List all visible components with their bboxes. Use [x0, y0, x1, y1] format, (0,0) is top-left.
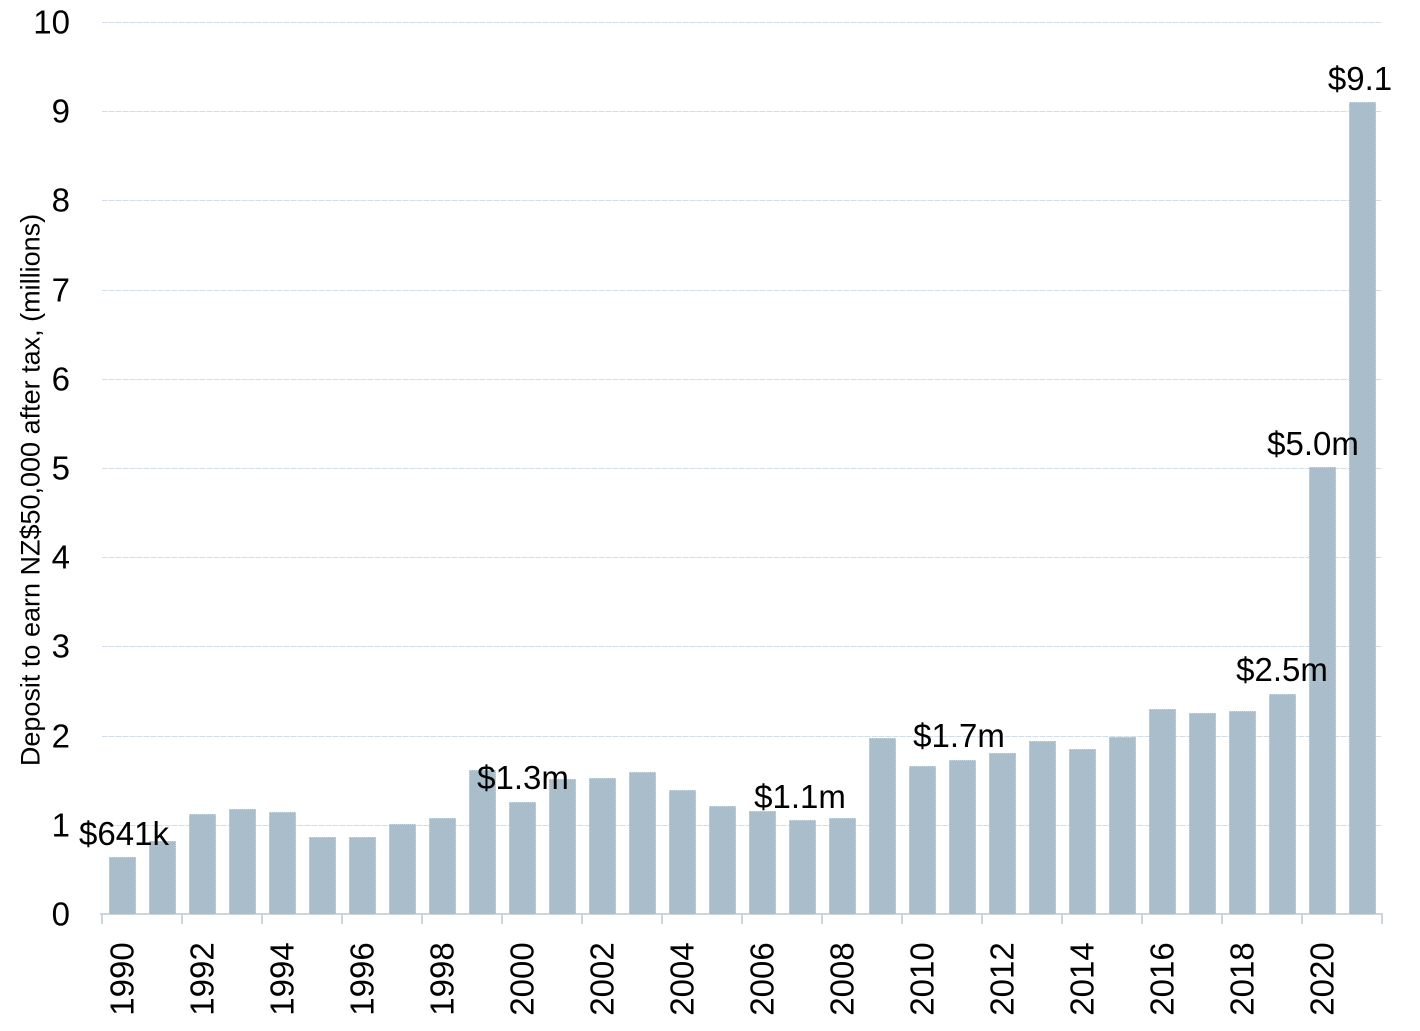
- bar-1993: [228, 808, 256, 914]
- x-axis-tick: [1221, 914, 1223, 924]
- x-axis-tick: [1061, 914, 1063, 924]
- gridline-7: [102, 289, 1382, 291]
- gridline-10: [102, 22, 1382, 23]
- data-label-2020: $5.0m: [1267, 424, 1359, 462]
- gridline-4: [102, 557, 1382, 559]
- x-axis-tick: [501, 914, 503, 924]
- plot-area: $641k $1.3m $1.1m $1.7m $2.5m $5.0m $9.1: [79, 22, 1392, 924]
- bar-2020: [1308, 467, 1336, 914]
- x-tick-label-2002: 2002: [583, 942, 621, 1016]
- gridline-1: [102, 824, 1382, 826]
- data-label-1990: $641k: [79, 814, 169, 852]
- y-tick-label-10: 10: [33, 3, 70, 41]
- x-axis-tick: [581, 914, 583, 924]
- x-axis-tick: [661, 914, 663, 924]
- bar-2007: [788, 820, 816, 914]
- bar-2008: [828, 817, 856, 914]
- y-tick-label-8: 8: [51, 181, 70, 219]
- x-axis-tick: [901, 914, 903, 924]
- x-tick-label-2008: 2008: [823, 942, 861, 1016]
- y-tick-label-9: 9: [51, 92, 70, 130]
- x-tick-label-2018: 2018: [1223, 942, 1261, 1016]
- x-axis-tick: [101, 914, 103, 924]
- bar-1992: [188, 814, 216, 914]
- x-axis-tick: [741, 914, 743, 924]
- gridline-3: [102, 646, 1382, 648]
- x-tick-label-2016: 2016: [1143, 942, 1181, 1016]
- data-label-2019: $2.5m: [1236, 651, 1328, 689]
- bar-2015: [1108, 737, 1136, 914]
- x-tick-label-2006: 2006: [743, 942, 781, 1016]
- bar-2005: [708, 806, 736, 914]
- x-tick-label-1996: 1996: [343, 942, 381, 1016]
- bar-2004: [668, 790, 696, 914]
- x-axis-tick: [1381, 914, 1383, 924]
- bar-2002: [588, 778, 616, 914]
- bar-2012: [988, 752, 1016, 914]
- bar-2001: [548, 779, 576, 914]
- x-axis-tick: [261, 914, 263, 924]
- x-tick-label-2000: 2000: [503, 942, 541, 1016]
- x-axis-tick: [181, 914, 183, 924]
- bar-2021: [1348, 102, 1376, 914]
- x-tick-label-1998: 1998: [423, 942, 461, 1016]
- x-tick-label-1992: 1992: [183, 942, 221, 1016]
- bar-2010: [908, 765, 936, 914]
- bar-1995: [308, 837, 336, 914]
- gridline-8: [102, 200, 1382, 202]
- x-axis-tick: [341, 914, 343, 924]
- bar-1996: [348, 837, 376, 914]
- bar-1997: [388, 823, 416, 914]
- bar-1998: [428, 817, 456, 914]
- x-axis-tick: [821, 914, 823, 924]
- y-tick-label-5: 5: [51, 449, 70, 487]
- bar-2000: [508, 801, 536, 914]
- bar-2017: [1188, 713, 1216, 914]
- bar-1994: [268, 812, 296, 914]
- x-tick-label-1990: 1990: [103, 942, 141, 1016]
- y-tick-label-6: 6: [51, 360, 70, 398]
- bar-2019: [1268, 693, 1296, 914]
- x-axis-tick: [1301, 914, 1303, 924]
- x-axis-tick: [421, 914, 423, 924]
- bar-2009: [868, 738, 896, 914]
- bar-1999: [468, 770, 496, 914]
- bar-1991: [148, 840, 176, 914]
- gridline-6: [102, 378, 1382, 380]
- gridline-5: [102, 468, 1382, 469]
- bar-2018: [1228, 710, 1256, 914]
- bar-2014: [1068, 748, 1096, 914]
- y-tick-label-7: 7: [51, 271, 70, 309]
- bar-2006: [748, 810, 776, 914]
- x-tick-label-2010: 2010: [903, 942, 941, 1016]
- y-tick-label-3: 3: [51, 627, 70, 665]
- data-label-2007: $1.1m: [754, 778, 846, 816]
- bar-1990: [108, 856, 136, 914]
- data-label-2011: $1.7m: [913, 717, 1005, 755]
- x-axis-tick: [981, 914, 983, 924]
- x-tick-label-1994: 1994: [263, 942, 301, 1016]
- gridline-2: [102, 735, 1382, 737]
- bar-2016: [1148, 708, 1176, 914]
- y-tick-label-2: 2: [51, 717, 70, 755]
- x-axis-tick: [1141, 914, 1143, 924]
- y-tick-label-0: 0: [51, 895, 70, 933]
- y-tick-label-4: 4: [51, 538, 70, 576]
- bar-2011: [948, 759, 976, 914]
- x-tick-label-2014: 2014: [1063, 942, 1101, 1016]
- x-tick-label-2020: 2020: [1303, 942, 1341, 1016]
- data-label-2021: $9.1: [1327, 59, 1393, 97]
- bar-2013: [1028, 740, 1056, 914]
- x-tick-label-2004: 2004: [663, 942, 701, 1016]
- gridline-9: [102, 111, 1382, 113]
- bar-2003: [628, 772, 656, 914]
- data-label-2000: $1.3m: [477, 759, 569, 797]
- y-tick-label-1: 1: [51, 806, 70, 844]
- x-tick-label-2012: 2012: [983, 942, 1021, 1016]
